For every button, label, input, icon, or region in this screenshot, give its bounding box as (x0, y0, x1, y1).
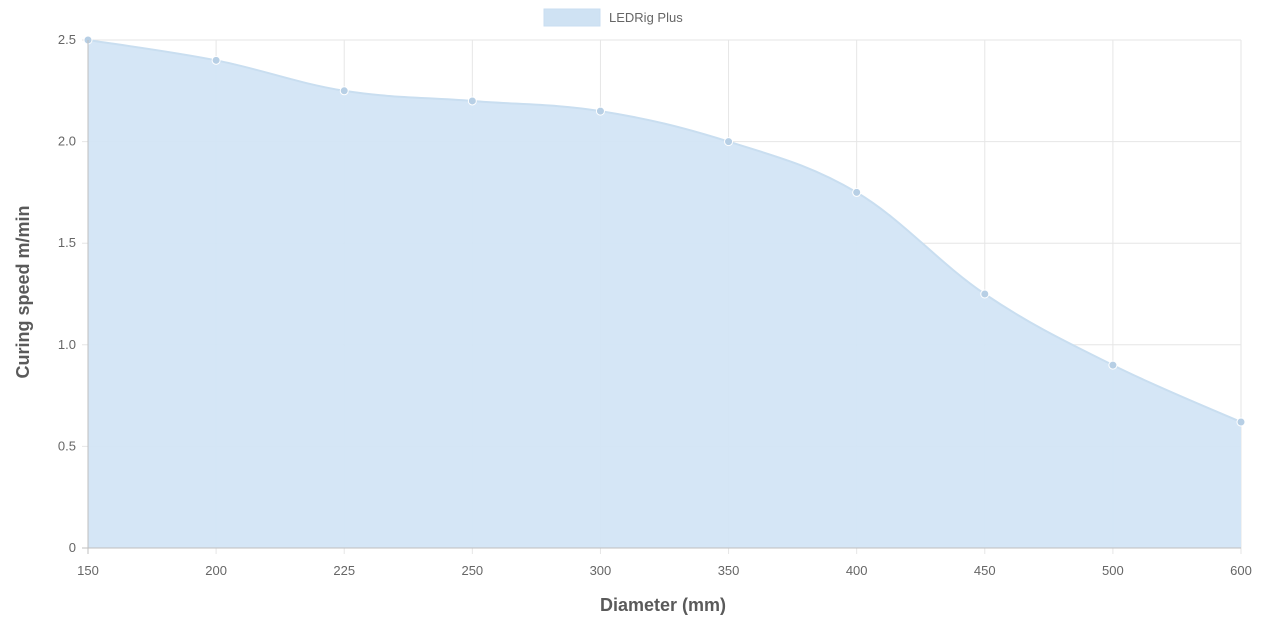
y-tick-labels: 0 0.5 1.0 1.5 2.0 2.5 (58, 32, 76, 555)
axes (82, 40, 1241, 554)
y-tick-label: 1.0 (58, 337, 76, 352)
series-line (87, 39, 1242, 423)
data-point-250[interactable] (467, 96, 477, 106)
x-tick-labels: 150 200 225 250 300 350 400 450 500 600 (77, 563, 1252, 578)
data-point-350[interactable] (724, 137, 734, 147)
x-tick-label: 300 (590, 563, 612, 578)
x-axis-title: Diameter (mm) (600, 595, 726, 615)
x-tick-label: 250 (461, 563, 483, 578)
x-tick-label: 350 (718, 563, 740, 578)
data-point-200[interactable] (211, 55, 221, 65)
x-tick-label: 150 (77, 563, 99, 578)
legend-label: LEDRig Plus (609, 10, 683, 25)
data-point-600[interactable] (1236, 417, 1246, 427)
data-point-450[interactable] (980, 289, 990, 299)
y-tick-label: 0.5 (58, 438, 76, 453)
x-tick-label: 500 (1102, 563, 1124, 578)
series-area-fill (88, 40, 1241, 548)
y-tick-label: 0 (69, 540, 76, 555)
data-point-500[interactable] (1108, 360, 1118, 370)
data-point-400[interactable] (852, 187, 862, 197)
x-tick-label: 200 (205, 563, 227, 578)
data-point-225[interactable] (339, 86, 349, 96)
y-tick-label: 2.5 (58, 32, 76, 47)
y-tick-label: 1.5 (58, 235, 76, 250)
legend[interactable]: LEDRig Plus (543, 8, 683, 27)
y-tick-label: 2.0 (58, 134, 76, 149)
legend-swatch (543, 8, 601, 27)
x-tick-label: 600 (1230, 563, 1252, 578)
data-point-300[interactable] (595, 106, 605, 116)
data-points (83, 35, 1246, 427)
x-tick-label: 225 (333, 563, 355, 578)
y-axis-title: Curing speed m/min (13, 205, 33, 378)
x-tick-label: 450 (974, 563, 996, 578)
x-tick-label: 400 (846, 563, 868, 578)
